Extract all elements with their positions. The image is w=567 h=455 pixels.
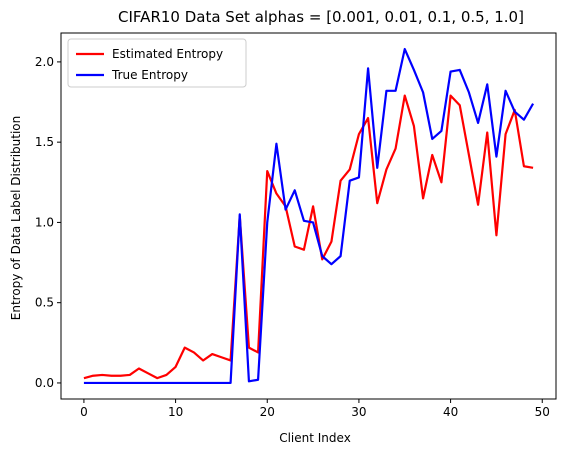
- y-axis: 0.0 0.5 1.0 1.5 2.0: [35, 55, 61, 390]
- x-tick-label: 20: [260, 405, 275, 419]
- y-tick-label: 1.5: [35, 135, 54, 149]
- series-lines: [83, 47, 535, 385]
- x-tick-label: 10: [168, 405, 183, 419]
- legend-entry: Estimated Entropy: [112, 47, 223, 61]
- legend: Estimated Entropy True Entropy: [67, 38, 247, 88]
- x-tick-label: 40: [443, 405, 458, 419]
- y-tick-label: 2.0: [35, 55, 54, 69]
- x-axis: 0 10 20 30 40 50: [80, 399, 550, 419]
- x-axis-label: Client Index: [279, 431, 351, 445]
- x-tick-label: 50: [535, 405, 550, 419]
- y-tick-label: 1.0: [35, 215, 54, 229]
- y-axis-label: Entropy of Data Label Distribution: [9, 116, 23, 320]
- series-line-true-entropy: [83, 47, 535, 385]
- y-tick-label: 0.5: [35, 296, 54, 310]
- series-line-estimated-entropy: [83, 94, 534, 380]
- y-tick-label: 0.0: [35, 376, 54, 390]
- legend-box: [67, 38, 247, 88]
- x-tick-label: 0: [80, 405, 88, 419]
- chart-title: CIFAR10 Data Set alphas = [0.001, 0.01, …: [118, 8, 524, 26]
- plot-frame: [60, 32, 557, 400]
- x-tick-label: 30: [351, 405, 366, 419]
- legend-entry: True Entropy: [111, 68, 188, 82]
